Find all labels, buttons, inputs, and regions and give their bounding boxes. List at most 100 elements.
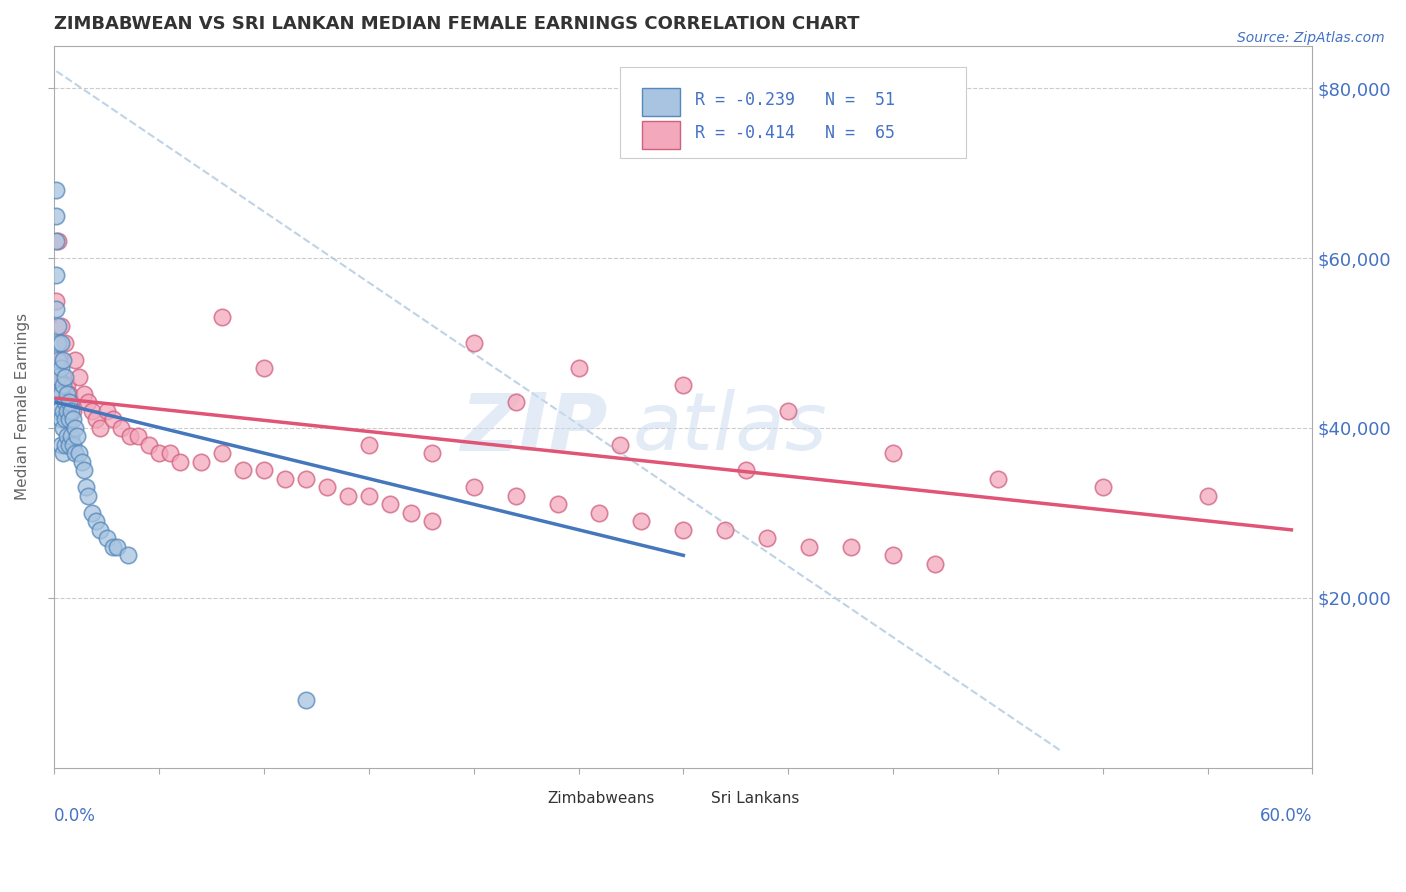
Point (45, 301, 67, 316)
Point (76, 489, 98, 503)
Y-axis label: Median Female Earnings: Median Female Earnings (15, 313, 30, 500)
FancyBboxPatch shape (620, 67, 966, 158)
Point (66, 429, 89, 443)
Point (62, 404, 84, 418)
Point (48, 318, 70, 333)
Point (73, 463, 96, 477)
Point (49, 412, 72, 426)
Point (62, 412, 84, 426)
Point (49, 438, 72, 452)
Point (138, 438, 160, 452)
Point (714, 523, 737, 537)
Point (159, 446, 181, 460)
Point (56, 378, 79, 392)
Point (378, 497, 401, 511)
Point (45, 293, 67, 308)
Point (567, 361, 589, 376)
Point (69, 370, 91, 384)
Point (84, 412, 107, 426)
Point (49, 361, 72, 376)
Point (80, 506, 103, 520)
Point (52, 353, 75, 368)
Point (105, 540, 128, 554)
Point (1197, 489, 1219, 503)
Point (65, 421, 87, 435)
Point (357, 489, 380, 503)
Point (463, 336, 485, 351)
Point (49, 353, 72, 368)
Point (463, 480, 485, 494)
Text: Sri Lankans: Sri Lankans (711, 791, 800, 805)
Point (45, 183, 67, 197)
Text: Zimbabweans: Zimbabweans (547, 791, 655, 805)
Point (52, 421, 75, 435)
Point (53, 438, 76, 452)
Point (101, 412, 124, 426)
Text: R = -0.414   N =  65: R = -0.414 N = 65 (695, 124, 894, 142)
Bar (508, 789, 534, 807)
Bar (641, 88, 679, 116)
Point (58, 395, 80, 409)
Point (101, 540, 124, 554)
Point (45, 234, 67, 248)
Bar (641, 121, 679, 149)
Point (52, 378, 75, 392)
Point (839, 540, 862, 554)
Point (65, 446, 87, 460)
Point (169, 455, 191, 469)
Point (65, 353, 87, 368)
Point (295, 692, 318, 706)
Bar (671, 789, 699, 807)
Point (58, 387, 80, 401)
Point (399, 506, 422, 520)
Point (672, 378, 695, 392)
Point (96, 404, 118, 418)
Point (253, 361, 276, 376)
Point (924, 557, 946, 571)
Point (799, 540, 821, 554)
Point (778, 404, 800, 418)
Point (756, 532, 779, 546)
Point (60, 395, 83, 409)
Point (56, 387, 79, 401)
Point (89, 523, 111, 537)
Point (58, 412, 80, 426)
Point (52, 370, 75, 384)
Point (110, 421, 132, 435)
Point (53, 370, 76, 384)
Text: 60.0%: 60.0% (1260, 807, 1312, 825)
Point (76, 395, 98, 409)
Text: R = -0.239   N =  51: R = -0.239 N = 51 (695, 91, 894, 109)
Point (48, 336, 70, 351)
Point (882, 549, 904, 563)
Point (80, 404, 103, 418)
Point (69, 446, 91, 460)
Text: Source: ZipAtlas.com: Source: ZipAtlas.com (1237, 31, 1385, 45)
Point (53, 412, 76, 426)
Point (1091, 480, 1114, 494)
Point (505, 489, 527, 503)
Point (420, 446, 443, 460)
Point (735, 463, 758, 477)
Point (253, 463, 276, 477)
Point (211, 446, 233, 460)
Text: atlas: atlas (633, 389, 828, 467)
Point (45, 209, 67, 223)
Point (53, 395, 76, 409)
Point (274, 472, 297, 486)
Point (89, 421, 111, 435)
Point (73, 387, 96, 401)
Point (357, 438, 380, 452)
Point (882, 446, 904, 460)
Point (96, 532, 118, 546)
Point (84, 514, 107, 528)
Point (58, 438, 80, 452)
Point (588, 506, 610, 520)
Text: 0.0%: 0.0% (55, 807, 96, 825)
Point (48, 370, 70, 384)
Point (48, 353, 70, 368)
Point (49, 318, 72, 333)
Point (672, 523, 695, 537)
Point (53, 336, 76, 351)
Point (190, 455, 212, 469)
